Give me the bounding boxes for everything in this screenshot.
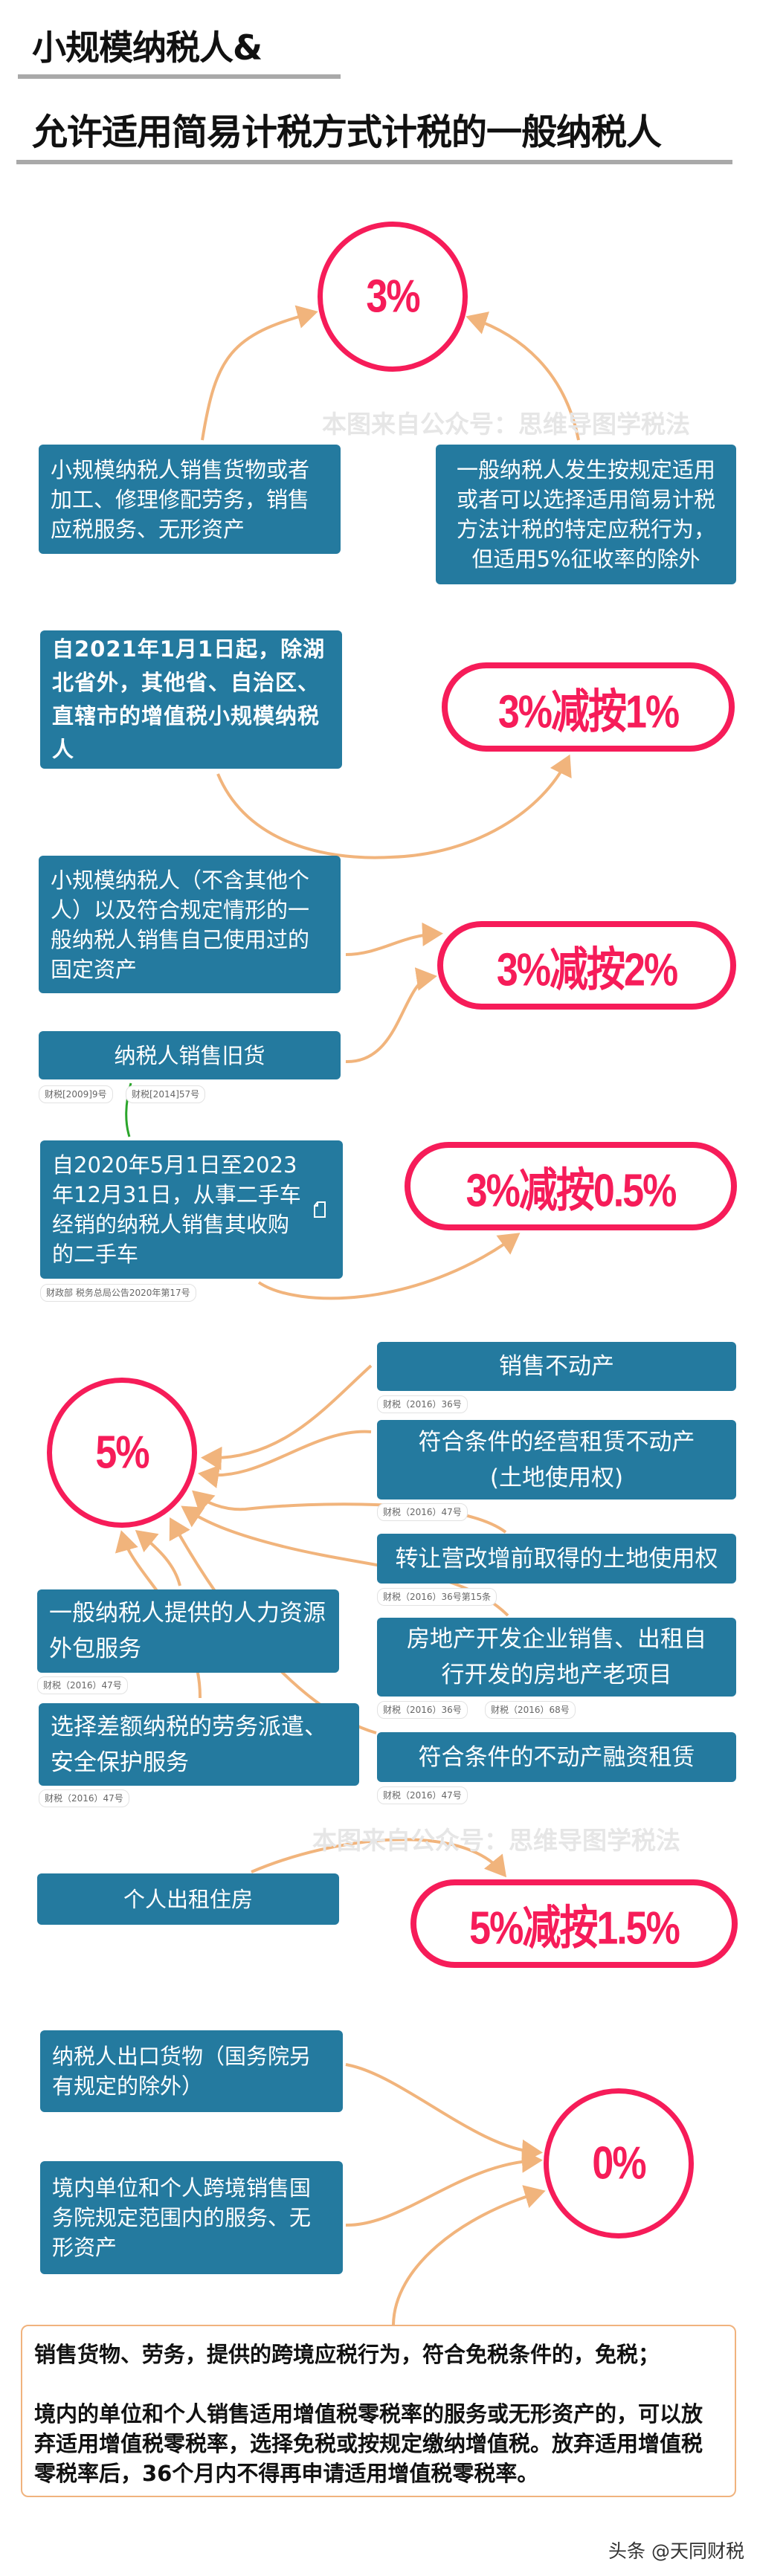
rate-0pct-label: 0% bbox=[592, 2137, 646, 2189]
box-financial-lease: 符合条件的不动产融资租赁 bbox=[377, 1732, 736, 1782]
box-export-goods: 纳税人出口货物（国务院另有规定的除外） bbox=[40, 2030, 343, 2112]
general-taxpayer-text: 一般纳税人发生按规定适用或者可以选择适用简易计税方法计税的特定应税行为，但适用5… bbox=[456, 457, 715, 572]
rate-1pct-label: 3%减按1% bbox=[497, 685, 680, 738]
box-export-goods-text: 纳税人出口货物（国务院另有规定的除外） bbox=[52, 2044, 312, 2099]
box-cross-border-services: 境内单位和个人跨境销售国务院规定范围内的服务、无形资产 bbox=[40, 2161, 343, 2274]
arrow-real-estate-sale-to-5pct bbox=[201, 1364, 373, 1471]
tag-hr-outsourcing[interactable]: 财税（2016）47号 bbox=[37, 1676, 128, 1694]
rate-15pct-label: 5%减按1.5% bbox=[469, 1902, 680, 1954]
box-fixed-assets: 小规模纳税人（不含其他个人）以及符合规定情形的一般纳税人销售自己使用过的固定资产 bbox=[39, 856, 341, 993]
tag-land-use-right[interactable]: 财税（2016）36号第15条 bbox=[377, 1588, 497, 1606]
small-taxpayer-box: 小规模纳税人销售货物或者加工、修理修配劳务，销售应税服务、无形资产 bbox=[39, 445, 341, 554]
small-taxpayer-text: 小规模纳税人销售货物或者加工、修理修配劳务，销售应税服务、无形资产 bbox=[51, 456, 310, 542]
rate-1pct-pill: 3%减按1% bbox=[442, 662, 735, 752]
tag-caishui-2014-57[interactable]: 财税[2014]57号 bbox=[126, 1085, 206, 1103]
rate-15pct-pill: 5%减按1.5% bbox=[410, 1879, 738, 1968]
rate-5pct-circle: 5% bbox=[47, 1378, 197, 1528]
tag-financial-lease[interactable]: 财税（2016）47号 bbox=[377, 1786, 468, 1804]
arrow-note-to-0pct bbox=[392, 2185, 546, 2325]
tag-old-projects-68[interactable]: 财税（2016）68号 bbox=[485, 1701, 576, 1719]
box-old-real-estate-projects-text: 房地产开发企业销售、出租自行开发的房地产老项目 bbox=[407, 1626, 706, 1688]
box-real-estate-sale: 销售不动产 bbox=[377, 1342, 736, 1391]
box-used-goods-text: 纳税人销售旧货 bbox=[114, 1042, 265, 1068]
tag-caishui-2009-9[interactable]: 财税[2009]9号 bbox=[39, 1085, 113, 1103]
box-real-estate-sale-text: 销售不动产 bbox=[499, 1353, 614, 1380]
box-labor-dispatch-text: 选择差额纳税的劳务派遣、安全保护服务 bbox=[51, 1713, 327, 1776]
box-land-use-right: 转让营改增前取得的土地使用权 bbox=[377, 1534, 736, 1584]
watermark: 本图来自公众号：思维导图学税法 bbox=[322, 410, 690, 439]
general-taxpayer-box: 一般纳税人发生按规定适用或者可以选择适用简易计税方法计税的特定应税行为，但适用5… bbox=[436, 445, 736, 584]
tag-real-estate-leasing[interactable]: 财税（2016）47号 bbox=[377, 1503, 468, 1521]
box-old-real-estate-projects: 房地产开发企业销售、出租自行开发的房地产老项目 bbox=[377, 1618, 736, 1697]
box-2021-policy: 自2021年1月1日起，除湖北省外，其他省、自治区、直辖市的增值税小规模纳税人 bbox=[40, 630, 342, 769]
tag-old-projects-36[interactable]: 财税（2016）36号 bbox=[377, 1701, 468, 1719]
box-used-car: 自2020年5月1日至2023年12月31日，从事二手车经销的纳税人销售其收购的… bbox=[40, 1140, 343, 1279]
box-housing-rent: 个人出租住房 bbox=[37, 1873, 339, 1925]
tag-real-estate-sale[interactable]: 财税（2016）36号 bbox=[377, 1395, 468, 1413]
rate-2pct-label: 3%减按2% bbox=[496, 944, 678, 996]
box-labor-dispatch: 选择差额纳税的劳务派遣、安全保护服务 bbox=[39, 1703, 359, 1786]
rate-0pct-circle: 0% bbox=[544, 2088, 694, 2238]
rate-2pct-pill: 3%减按2% bbox=[437, 921, 736, 1010]
box-hr-outsourcing: 一般纳税人提供的人力资源外包服务 bbox=[37, 1589, 339, 1673]
title-line-2: 允许适用简易计税方式计税的一般纳税人 bbox=[32, 112, 662, 153]
arrow-fixed-assets-to-2pct bbox=[345, 922, 443, 956]
box-fixed-assets-text: 小规模纳税人（不含其他个人）以及符合规定情形的一般纳税人销售自己使用过的固定资产 bbox=[51, 867, 310, 982]
box-real-estate-leasing: 符合条件的经营租赁不动产(土地使用权) bbox=[377, 1420, 736, 1500]
box-2021-policy-text: 自2021年1月1日起，除湖北省外，其他省、自治区、直辖市的增值税小规模纳税人 bbox=[52, 636, 326, 762]
watermark-2: 本图来自公众号：思维导图学税法 bbox=[312, 1826, 680, 1855]
title-line-1: 小规模纳税人& bbox=[32, 28, 262, 68]
title-divider-1 bbox=[18, 74, 341, 79]
box-used-car-text: 自2020年5月1日至2023年12月31日，从事二手车经销的纳税人销售其收购的… bbox=[52, 1152, 301, 1267]
rate-05pct-label: 3%减按0.5% bbox=[466, 1165, 677, 1217]
arrow-leasing-to-5pct bbox=[198, 1430, 372, 1488]
box-real-estate-leasing-text: 符合条件的经营租赁不动产(土地使用权) bbox=[418, 1428, 695, 1491]
arrow-small-taxpayer-to-3pct bbox=[201, 305, 318, 441]
arrow-used-goods-to-2pct bbox=[345, 967, 437, 1064]
rate-3pct-circle: 3% bbox=[318, 222, 468, 372]
title-divider-2 bbox=[16, 160, 732, 164]
rate-5pct-label: 5% bbox=[95, 1427, 149, 1479]
arrow-export-to-0pct bbox=[345, 2063, 543, 2163]
zero-rate-note-paragraph-2: 境内的单位和个人销售适用增值税零税率的服务或无形资产的，可以放弃适用增值税零税率… bbox=[34, 2401, 703, 2486]
box-financial-lease-text: 符合条件的不动产融资租赁 bbox=[418, 1743, 695, 1771]
box-used-goods: 纳税人销售旧货 bbox=[39, 1031, 341, 1079]
note-icon[interactable] bbox=[313, 1201, 326, 1218]
arrow-2021-to-1pct bbox=[216, 754, 572, 859]
arrow-hr-outsourcing-to-5pct bbox=[135, 1529, 181, 1586]
box-land-use-right-text: 转让营改增前取得的土地使用权 bbox=[395, 1545, 718, 1572]
footer-attribution: 头条 @天同财税 bbox=[608, 2540, 744, 2562]
rate-05pct-pill: 3%减按0.5% bbox=[405, 1142, 737, 1230]
tag-labor-dispatch[interactable]: 财税（2016）47号 bbox=[39, 1789, 129, 1807]
rate-3pct-label: 3% bbox=[366, 271, 420, 323]
tag-announcement-2020-17[interactable]: 财政部 税务总局公告2020年第17号 bbox=[40, 1284, 196, 1302]
arrow-cross-border-to-0pct bbox=[345, 2149, 543, 2227]
box-cross-border-services-text: 境内单位和个人跨境销售国务院规定范围内的服务、无形资产 bbox=[52, 2175, 312, 2260]
box-housing-rent-text: 个人出租住房 bbox=[123, 1886, 253, 1912]
box-hr-outsourcing-text: 一般纳税人提供的人力资源外包服务 bbox=[49, 1600, 326, 1662]
zero-rate-note-paragraph-1: 销售货物、劳务，提供的跨境应税行为，符合免税条件的，免税； bbox=[34, 2342, 660, 2367]
zero-rate-note-box: 销售货物、劳务，提供的跨境应税行为，符合免税条件的，免税； 境内的单位和个人销售… bbox=[21, 2325, 736, 2497]
